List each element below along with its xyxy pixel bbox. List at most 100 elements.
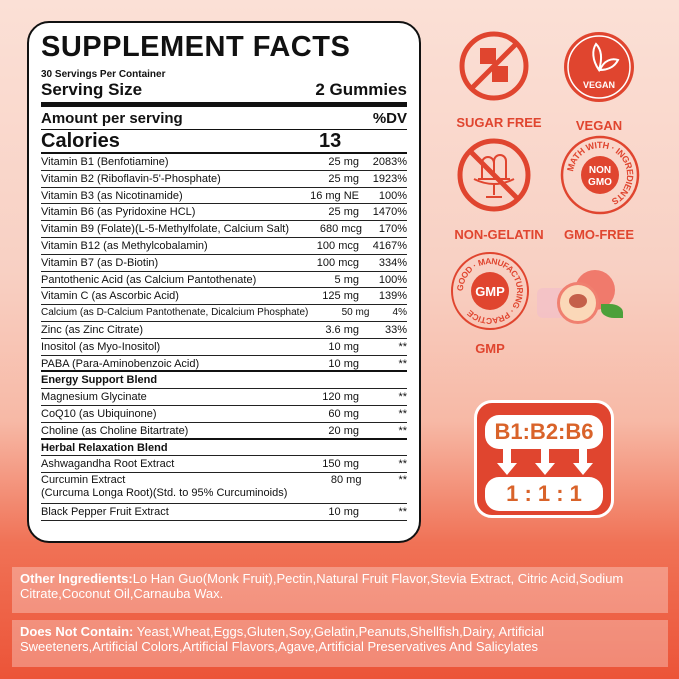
nutrient-amount [281,440,359,456]
other-ingredients-text: Lo Han Guo(Monk Fruit),Pectin,Natural Fr… [20,571,624,601]
nutrient-amount: 10 mg [328,506,359,519]
nutrient-name: Vitamin B2 (Riboflavin-5'-Phosphate) [41,172,221,185]
nutrient-row: Vitamin B12 (as Methylcobalamin) 100 mcg 4… [41,238,407,255]
gmo-free-label: GMO-FREE [563,227,635,242]
nutrient-name: CoQ10 (as Ubiquinone) [41,407,157,420]
sugar-free-icon [459,31,529,101]
nutrient-amount [281,372,359,388]
nutrient-row: Curcumin Extract (Curcuma Longa Root)(Std… [41,473,407,505]
peach-gummy-image [537,270,625,330]
vegan-inner-text: VEGAN [583,80,615,90]
nutrient-name: Ashwagandha Root Extract [41,458,175,471]
ratio-bottom: 1 : 1 : 1 [485,477,603,511]
nutrient-row: Vitamin B9 (Folate)(L-5-Methylfolate, Ca… [41,221,407,238]
serving-size-row: Serving Size 2 Gummies [41,80,407,107]
does-not-contain-label: Does Not Contain: [20,624,134,639]
nutrient-amount: 50 mg [341,307,370,319]
servings-per-container: 30 Servings Per Container [41,69,166,80]
nutrient-row: CoQ10 (as Ubiquinone) 60 mg ** [41,406,407,423]
facts-title: SUPPLEMENT FACTS [41,31,351,63]
nutrient-amount: 25 mg [328,156,359,168]
amount-label: Amount per serving [41,110,183,127]
does-not-contain-box: Does Not Contain: Yeast,Wheat,Eggs,Glute… [12,620,668,667]
vegan-label: VEGAN [575,118,623,133]
nutrient-dv [359,440,407,456]
nutrient-row: Vitamin B1 (Benfotiamine) 25 mg 2083% [41,154,407,171]
nutrient-row: Black Pepper Fruit Extract 10 mg ** [41,504,407,521]
sugar-free-label: SUGAR FREE [456,115,542,130]
nutrient-name: Vitamin B6 (as Pyridoxine HCL) [41,206,196,219]
nutrient-dv: ** [398,391,407,404]
nutrient-dv: 4167% [372,239,407,252]
nutrient-dv: 139% [378,290,407,303]
nutrient-dv: 2083% [372,156,407,168]
nutrient-name: Pantothenic Acid (as Calcium Pantothenat… [41,273,257,286]
supplement-facts-panel: SUPPLEMENT FACTS 30 Servings Per Contain… [27,21,421,543]
nutrient-row: Herbal Relaxation Blend [41,440,407,457]
nutrient-dv: 334% [378,256,407,269]
calories-row: Calories 13 [41,130,407,154]
gmp-icon: GMP GOOD · MANUFACTURING · PRACTICE [451,252,529,330]
nutrient-row: Vitamin B3 (as Nicotinamide) 16 mg NE 100% [41,188,407,205]
nutrient-name: Herbal Relaxation Blend [41,441,168,454]
nutrient-dv: 1470% [372,206,407,219]
gmo-inner-2: GMO [588,177,612,188]
nutrient-row: Pantothenic Acid (as Calcium Pantothenat… [41,272,407,289]
gmo-inner-1: NON [589,165,611,176]
nutrient-name: Calcium (as D-Calcium Pantothenate, Dica… [41,307,309,319]
nutrient-dv [359,372,407,388]
nutrient-row: Ashwagandha Root Extract 150 mg ** [41,456,407,474]
nutrient-amount: 25 mg [328,206,359,219]
nutrient-row: Vitamin B7 (as D-Biotin) 100 mcg 334% [41,255,407,272]
non-gelatin-icon [457,138,531,212]
nutrient-name: Choline (as Choline Bitartrate) [41,424,189,437]
nutrient-dv: ** [398,458,407,471]
arrow-down-icons [497,449,593,475]
nutrient-dv: ** [398,407,407,420]
nutrient-dv: ** [398,340,407,353]
nutrient-dv: 100% [378,273,407,286]
nutrient-row: Inositol (as Myo-Inositol) 10 mg ** [41,339,407,356]
nutrient-row: Magnesium Glycinate 120 mg ** [41,389,407,406]
nutrient-amount: 125 mg [322,290,359,303]
calories-value: 13 [319,130,342,152]
gmp-label: GMP [475,341,505,356]
nutrient-amount: 100 mcg [316,256,359,269]
nutrient-row: Calcium (as D-Calcium Pantothenate, Dica… [41,305,407,322]
nutrient-row: Vitamin B2 (Riboflavin-5'-Phosphate) 25 m… [41,171,407,188]
nutrient-dv: ** [398,424,407,437]
nutrient-name: Magnesium Glycinate [41,391,147,404]
nutrient-row: Energy Support Blend [41,372,407,390]
nutrient-amount: 120 mg [322,391,359,404]
non-gmo-icon: NON GMO MATH WITH · INGREDIENTS [560,135,640,215]
nutrient-name: Vitamin B9 (Folate)(L-5-Methylfolate, Ca… [41,223,289,236]
nutrient-dv: 170% [378,223,407,236]
amount-header: Amount per serving %DV [41,107,407,130]
nutrient-name: Inositol (as Myo-Inositol) [41,340,161,353]
nutrient-table: Vitamin B1 (Benfotiamine) 25 mg 2083% Vitam… [41,154,407,521]
nutrient-row: Choline (as Choline Bitartrate) 20 mg ** [41,423,407,440]
dv-label: %DV [372,110,407,127]
nutrient-dv: 100% [378,189,407,202]
gmp-inner-text: GMP [475,284,505,299]
nutrient-dv: ** [398,506,407,519]
nutrient-amount: 150 mg [322,458,359,471]
nutrient-amount: 680 mcg [319,223,363,236]
nutrient-dv: ** [398,357,407,370]
nutrient-dv: 4% [392,307,407,319]
other-ingredients-box: Other Ingredients:Lo Han Guo(Monk Fruit)… [12,567,668,613]
vegan-icon: VEGAN [564,32,634,102]
nutrient-amount: 25 mg [328,172,359,185]
does-not-contain-text: Yeast,Wheat,Eggs,Gluten,Soy,Gelatin,Pean… [20,624,545,654]
nutrient-amount: 10 mg [328,357,359,370]
nutrient-amount: 80 mg [330,474,362,487]
nutrient-dv: 33% [384,323,407,336]
nutrient-name: Curcumin Extract (Curcuma Longa Root)(Std… [41,474,288,500]
nutrient-row: Zinc (as Zinc Citrate) 3.6 mg 33% [41,322,407,339]
ratio-top: B1:B2:B6 [485,415,603,449]
nutrient-amount: 60 mg [328,407,359,420]
nutrient-amount: 20 mg [328,424,359,437]
serving-size-label: Serving Size [41,80,143,99]
nutrient-name: Vitamin C (as Ascorbic Acid) [41,290,179,303]
nutrient-name: Zinc (as Zinc Citrate) [41,323,144,336]
